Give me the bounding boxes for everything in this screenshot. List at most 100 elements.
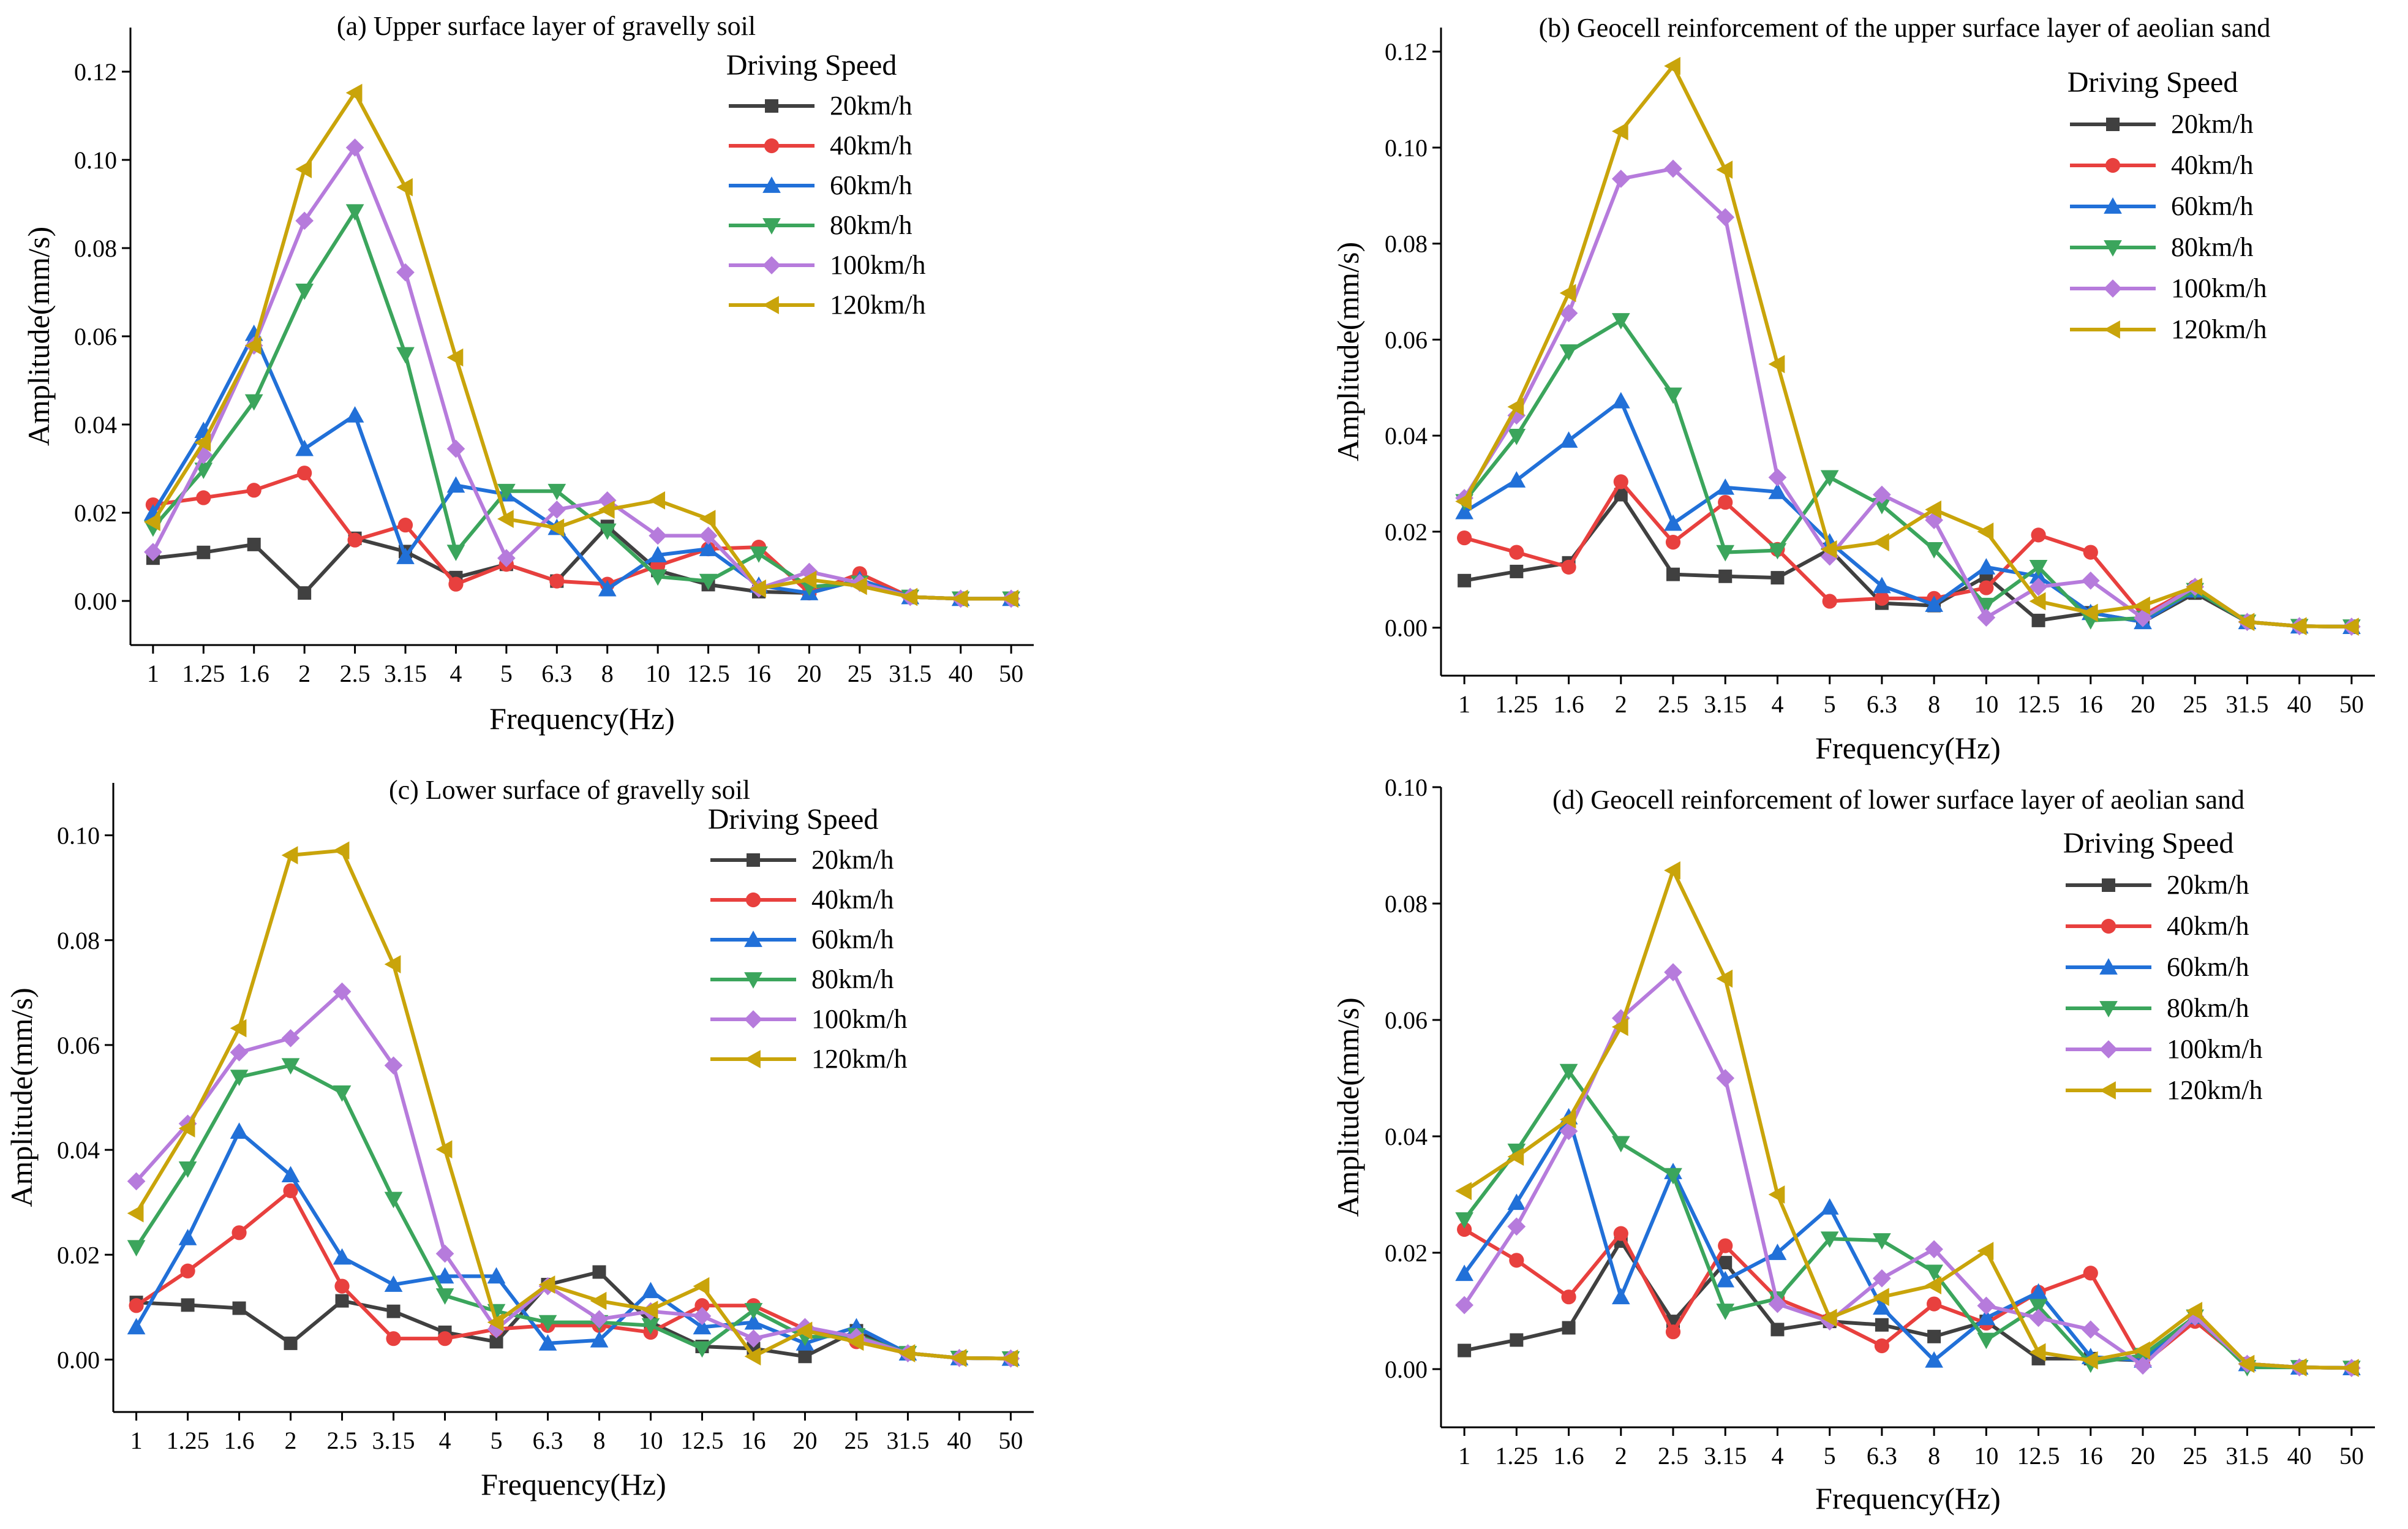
- x-tick-label: 16: [747, 660, 771, 687]
- data-point: [487, 1313, 504, 1332]
- data-point: [1718, 494, 1733, 510]
- data-point: [386, 1304, 401, 1318]
- data-point: [649, 526, 667, 545]
- data-point: [127, 1172, 146, 1191]
- x-tick-label: 31.5: [2226, 1442, 2268, 1470]
- data-point: [641, 1301, 658, 1319]
- series-line: [1463, 868, 2352, 1370]
- series-100km/h: [1455, 963, 2361, 1377]
- legend-marker: [2104, 320, 2120, 339]
- data-point: [2081, 1351, 2098, 1370]
- legend-marker: [747, 853, 760, 867]
- data-point: [298, 586, 312, 600]
- legend-label: 60km/h: [2171, 191, 2253, 221]
- data-point: [1716, 208, 1735, 227]
- legend-label: 80km/h: [2171, 232, 2253, 262]
- data-point: [2342, 1359, 2359, 1377]
- data-point: [1507, 398, 1524, 416]
- data-point: [1977, 1242, 1994, 1260]
- data-point: [446, 439, 465, 458]
- x-tick-label: 12.5: [680, 1427, 723, 1454]
- data-point: [1873, 1298, 1891, 1315]
- legend-marker: [762, 218, 781, 235]
- x-tick-label: 1: [1458, 1442, 1470, 1470]
- data-point: [1613, 474, 1628, 489]
- legend-marker: [2099, 958, 2118, 975]
- x-tick-label: 20: [797, 660, 821, 687]
- x-tick-label: 16: [2079, 1442, 2103, 1470]
- data-point: [744, 1313, 763, 1330]
- data-point: [1562, 1321, 1576, 1335]
- x-tick-label: 50: [999, 660, 1023, 687]
- legend-title: Driving Speed: [726, 49, 897, 81]
- legend-marker: [744, 1050, 761, 1068]
- series-120km/h: [144, 83, 1019, 608]
- data-point: [2238, 1354, 2255, 1373]
- legend: Driving Speed 20km/h 40km/h 60km/h 80km/h 100…: [2067, 66, 2267, 344]
- data-point: [284, 1336, 298, 1350]
- x-tick-label: 1.6: [1554, 690, 1584, 718]
- data-point: [1458, 573, 1472, 587]
- data-point: [1925, 1240, 1943, 1259]
- panel-d: 0.00 0.02 0.04 0.06 0.08 0.10 1 1.25 1.6 2 2.5 3.15…: [1331, 774, 2375, 1516]
- x-tick-label: 6.3: [1867, 1442, 1897, 1470]
- data-point: [1873, 1233, 1891, 1250]
- series-line: [1463, 1228, 2352, 1370]
- data-point: [641, 1282, 660, 1299]
- data-point: [384, 1056, 403, 1075]
- data-point: [178, 1161, 197, 1178]
- x-tick-label: 1.6: [224, 1427, 255, 1454]
- data-point: [1559, 1063, 1578, 1081]
- legend-label: 120km/h: [811, 1044, 907, 1074]
- data-point: [750, 546, 768, 563]
- x-tick-label: 20: [792, 1427, 817, 1454]
- data-point: [2029, 1343, 2046, 1362]
- x-tick-label: 40: [947, 1427, 971, 1454]
- data-point: [1768, 468, 1787, 487]
- legend-marker: [2105, 157, 2121, 173]
- data-point: [2081, 571, 2100, 590]
- x-tick-label: 2.5: [1658, 1442, 1688, 1470]
- data-point: [295, 283, 314, 300]
- data-point: [230, 1043, 249, 1062]
- x-tick-label: 25: [2183, 1442, 2207, 1470]
- data-point: [1873, 1269, 1891, 1288]
- x-tick-label: 10: [1974, 1442, 1998, 1470]
- data-point: [1510, 564, 1524, 578]
- y-tick-label: 0.00: [1385, 614, 1428, 642]
- data-point: [694, 1298, 710, 1313]
- y-tick-label: 0.04: [1385, 422, 1428, 450]
- data-point: [1666, 567, 1680, 581]
- data-point: [1716, 969, 1733, 988]
- data-point: [127, 1240, 146, 1257]
- data-point: [2031, 527, 2046, 543]
- data-point: [2081, 1320, 2100, 1339]
- legend-title: Driving Speed: [2063, 827, 2234, 859]
- x-tick-label: 6.3: [541, 660, 572, 687]
- series-line: [135, 1188, 1011, 1361]
- data-point: [127, 1204, 144, 1223]
- data-point: [2186, 578, 2203, 596]
- legend-marker: [744, 972, 762, 989]
- data-point: [2134, 596, 2150, 615]
- data-point: [397, 518, 413, 533]
- data-point: [800, 562, 819, 581]
- data-point: [396, 263, 415, 282]
- series-120km/h: [1455, 56, 2359, 636]
- data-point: [2342, 617, 2359, 636]
- y-tick-label: 0.02: [74, 499, 117, 527]
- x-tick-label: 12.5: [2017, 690, 2060, 718]
- data-point: [2029, 578, 2048, 596]
- data-point: [295, 439, 314, 456]
- data-point: [1509, 545, 1524, 560]
- data-point: [2238, 613, 2255, 632]
- x-tick-label: 4: [1771, 1442, 1783, 1470]
- x-tick-label: 25: [2183, 690, 2207, 718]
- data-point: [950, 1348, 967, 1367]
- x-tick-label: 4: [1771, 690, 1783, 718]
- y-tick-label: 0.00: [1385, 1356, 1428, 1383]
- x-tick-label: 25: [844, 1427, 868, 1454]
- series-120km/h: [1455, 861, 2359, 1377]
- legend-marker: [2099, 1081, 2116, 1100]
- legend-label: 100km/h: [811, 1004, 907, 1034]
